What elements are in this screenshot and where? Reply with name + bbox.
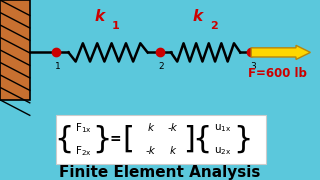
Text: 1: 1: [55, 62, 60, 71]
Bar: [56, 115, 266, 164]
Text: -k: -k: [146, 146, 155, 156]
Text: }: }: [234, 125, 253, 154]
Text: k: k: [148, 123, 153, 133]
Text: {: {: [192, 125, 211, 154]
Text: -k: -k: [168, 123, 178, 133]
Text: k: k: [170, 146, 176, 156]
Text: k: k: [95, 9, 105, 24]
Text: 3: 3: [250, 62, 256, 71]
Text: 1: 1: [112, 21, 120, 31]
Text: Finite Element Analysis: Finite Element Analysis: [59, 165, 261, 180]
Text: {: {: [54, 125, 74, 154]
Bar: [0, 0, 30, 100]
Text: ]: ]: [183, 125, 195, 154]
Text: 2: 2: [159, 62, 164, 71]
Text: $\mathrm{F_{1x}}$: $\mathrm{F_{1x}}$: [75, 121, 92, 135]
Text: $\mathrm{u_{2x}}$: $\mathrm{u_{2x}}$: [214, 145, 231, 157]
Text: 2: 2: [210, 21, 218, 31]
Text: $\mathrm{F_{2x}}$: $\mathrm{F_{2x}}$: [75, 144, 92, 158]
Text: }: }: [93, 125, 112, 154]
Text: $\mathrm{u_{1x}}$: $\mathrm{u_{1x}}$: [214, 122, 231, 134]
Text: F=600 lb: F=600 lb: [248, 67, 307, 80]
Text: k: k: [193, 9, 203, 24]
Text: [: [: [122, 125, 134, 154]
FancyArrow shape: [251, 45, 310, 59]
Text: =: =: [109, 132, 121, 146]
